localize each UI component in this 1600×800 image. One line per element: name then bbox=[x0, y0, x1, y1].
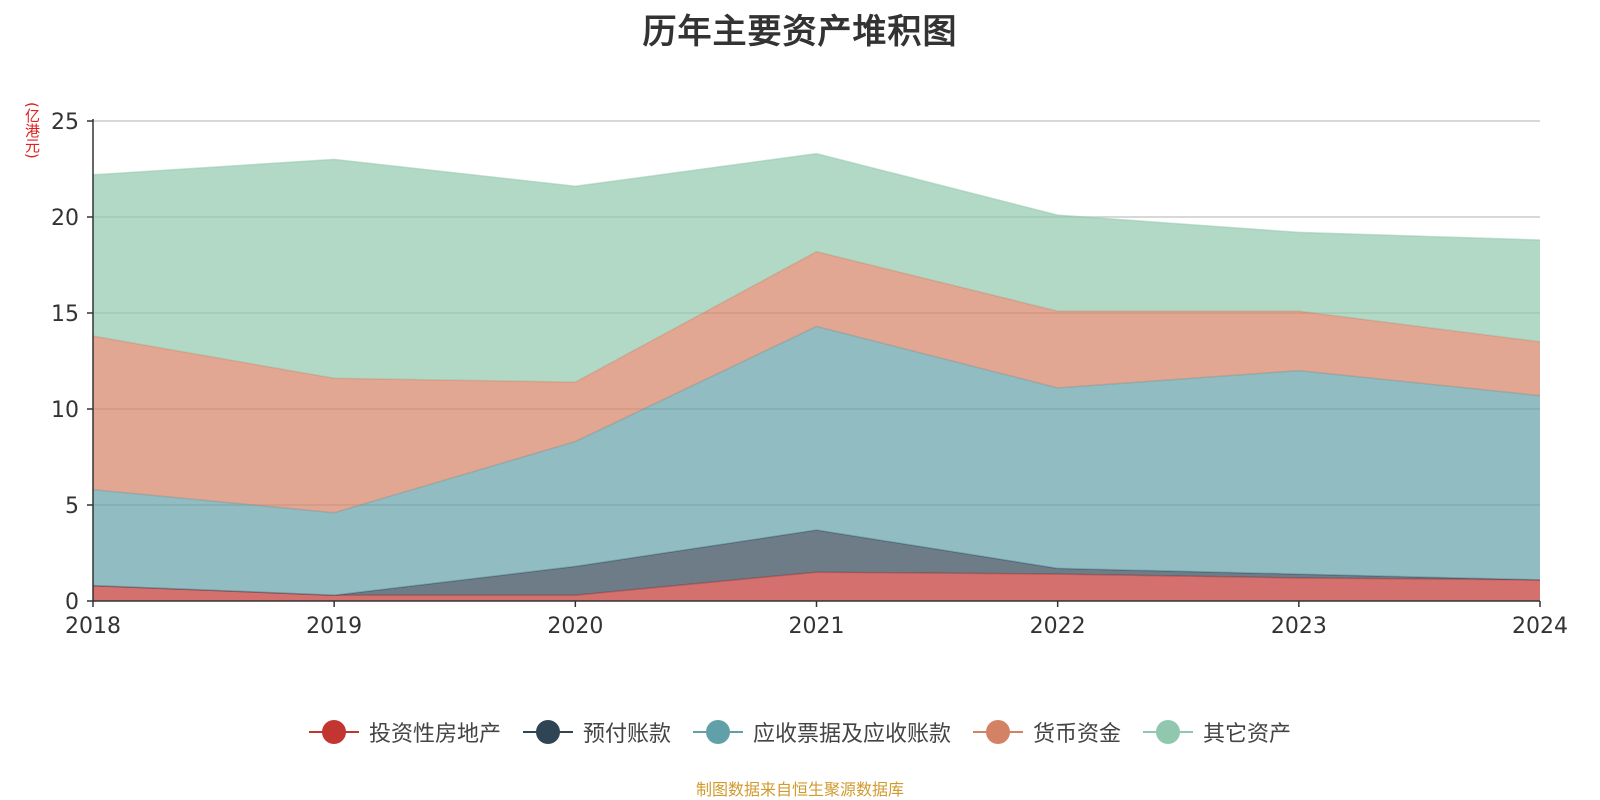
y-tick-label: 0 bbox=[65, 590, 79, 615]
y-tick-label: 25 bbox=[51, 110, 79, 135]
y-tick-label: 20 bbox=[51, 206, 79, 231]
legend-marker-icon bbox=[973, 720, 1023, 744]
legend-marker-icon bbox=[308, 720, 359, 744]
area-series-3 bbox=[93, 251, 1540, 513]
x-tick-label: 2019 bbox=[306, 614, 362, 639]
x-tick-label: 2022 bbox=[1030, 614, 1086, 639]
y-tick-label: 10 bbox=[51, 398, 79, 423]
tick-labels: 0 5 10 15 20 25 2018 2019 2020 2021 2022 2023 2024 bbox=[51, 110, 1568, 639]
legend-label: 投资性房地产 bbox=[368, 722, 501, 747]
x-tick-label: 2021 bbox=[789, 614, 845, 639]
area-series-4 bbox=[93, 153, 1540, 383]
legend-label: 货币资金 bbox=[1033, 722, 1122, 747]
plot-area: 0 5 10 15 20 25 2018 2019 2020 2021 2022 2023 2024 bbox=[51, 110, 1568, 639]
source-note: 制图数据来自恒生聚源数据库 bbox=[695, 780, 904, 799]
legend-item-4[interactable]: 其它资产 bbox=[1143, 716, 1291, 748]
y-tick-label: 15 bbox=[51, 302, 79, 327]
legend-marker-icon bbox=[692, 720, 743, 744]
area-series-1 bbox=[93, 530, 1540, 596]
x-tick-label: 2018 bbox=[65, 614, 121, 639]
legend-label: 应收票据及应收账款 bbox=[752, 722, 951, 747]
legend: 投资性房地产 预付账款 应收票据及应收账款 货币资金 其它资产 bbox=[0, 716, 1600, 748]
x-tick-label: 2024 bbox=[1512, 614, 1568, 639]
x-tick-label: 2023 bbox=[1271, 614, 1327, 639]
legend-label: 其它资产 bbox=[1203, 722, 1292, 747]
chart-title: 历年主要资产堆积图 bbox=[642, 12, 958, 52]
x-tick-label: 2020 bbox=[547, 614, 603, 639]
legend-marker-icon bbox=[1143, 720, 1194, 744]
area-series bbox=[92, 152, 1541, 601]
legend-item-2[interactable]: 应收票据及应收账款 bbox=[692, 716, 951, 748]
area-series-0 bbox=[93, 572, 1540, 601]
area-series-4-edge bbox=[92, 152, 1541, 241]
axes bbox=[87, 119, 1541, 607]
legend-item-0[interactable]: 投资性房地产 bbox=[308, 716, 501, 748]
legend-marker-icon bbox=[522, 720, 573, 744]
legend-label: 预付账款 bbox=[582, 722, 671, 747]
y-axis-unit-label: (亿港元) bbox=[23, 102, 41, 159]
y-tick-label: 5 bbox=[65, 494, 79, 519]
legend-item-1[interactable]: 预付账款 bbox=[522, 716, 671, 748]
legend-item-3[interactable]: 货币资金 bbox=[973, 716, 1121, 748]
area-series-2 bbox=[93, 326, 1540, 596]
